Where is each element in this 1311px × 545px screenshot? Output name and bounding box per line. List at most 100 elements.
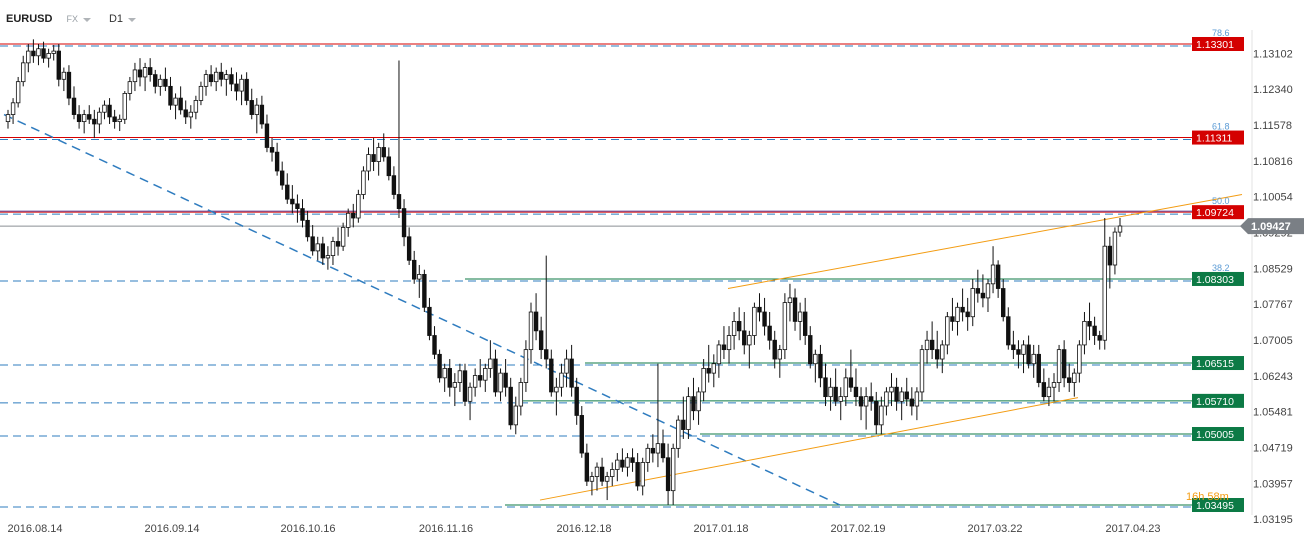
candle-body bbox=[787, 297, 793, 304]
market-label[interactable]: FX bbox=[66, 14, 78, 24]
candle-body bbox=[483, 368, 488, 381]
candle-body bbox=[351, 212, 356, 219]
candle-body bbox=[36, 48, 41, 57]
candle-body bbox=[1082, 321, 1087, 346]
level-price-label: 1.06515 bbox=[1196, 358, 1234, 370]
price-tick-label: 1.03957 bbox=[1253, 478, 1293, 490]
price-tick-label: 1.04719 bbox=[1253, 442, 1293, 454]
candle-body bbox=[990, 264, 996, 285]
candle-body bbox=[894, 386, 899, 402]
candle-body bbox=[508, 386, 513, 426]
candle-body bbox=[15, 81, 21, 104]
candle-body bbox=[21, 62, 26, 83]
date-tick-label: 2016.11.16 bbox=[419, 523, 473, 535]
candle-body bbox=[523, 349, 529, 383]
candle-body bbox=[594, 466, 600, 477]
candle-body bbox=[295, 203, 300, 209]
candle-body bbox=[625, 457, 630, 468]
candle-body bbox=[285, 184, 290, 200]
candle-body bbox=[757, 306, 762, 313]
candle-body bbox=[696, 391, 701, 412]
candle-body bbox=[163, 78, 168, 87]
candle-body bbox=[366, 154, 371, 172]
candle-body bbox=[554, 386, 559, 393]
candle-body bbox=[919, 349, 925, 393]
fib-percent-label: 38.2 bbox=[1212, 263, 1230, 273]
candle-body bbox=[76, 114, 82, 123]
fib-percent-label: 61.8 bbox=[1212, 122, 1230, 132]
candle-body bbox=[274, 151, 280, 172]
candle-body bbox=[51, 50, 56, 54]
candle-body bbox=[422, 274, 427, 308]
timeframe-label[interactable]: D1 bbox=[108, 13, 124, 25]
level-price-badge bbox=[1192, 205, 1244, 220]
candle-body bbox=[346, 212, 351, 228]
candle-body bbox=[858, 396, 864, 407]
candle-body bbox=[559, 372, 564, 388]
candle-body bbox=[478, 375, 483, 381]
level-price-badge bbox=[1192, 130, 1244, 145]
candle-body bbox=[731, 321, 737, 336]
candle-body bbox=[955, 306, 960, 322]
date-tick-label: 2016.08.14 bbox=[7, 523, 62, 535]
level-price-label: 1.05710 bbox=[1196, 396, 1234, 408]
candle-body bbox=[513, 405, 518, 426]
candle-body bbox=[467, 386, 473, 402]
date-tick-label: 2017.01.18 bbox=[693, 523, 748, 535]
candle-body bbox=[412, 259, 417, 280]
candle-body bbox=[544, 349, 549, 360]
candle-body bbox=[244, 78, 249, 101]
candle-body bbox=[168, 85, 173, 106]
candle-body bbox=[325, 255, 331, 259]
candle-body bbox=[320, 243, 326, 259]
candle-body bbox=[406, 236, 412, 261]
candle-body bbox=[904, 391, 909, 400]
candle-body bbox=[584, 452, 590, 482]
candle-body bbox=[975, 288, 981, 294]
candle-body bbox=[56, 50, 61, 80]
candle-body bbox=[604, 476, 610, 482]
candle-body bbox=[188, 111, 193, 118]
candle-body bbox=[391, 175, 397, 195]
candle-body bbox=[158, 78, 163, 87]
date-tick-label: 2016.09.14 bbox=[144, 523, 199, 535]
timeframe-dropdown-icon[interactable] bbox=[128, 18, 137, 22]
candle-body bbox=[929, 339, 935, 351]
candle-body bbox=[538, 330, 544, 351]
candle-body bbox=[97, 111, 102, 125]
candle-body bbox=[924, 339, 930, 351]
candle-body bbox=[665, 457, 671, 492]
candle-body bbox=[254, 104, 260, 115]
market-dropdown-icon[interactable] bbox=[82, 18, 91, 22]
candle-body bbox=[447, 368, 452, 388]
candle-body bbox=[1031, 353, 1036, 365]
candle-body bbox=[752, 306, 757, 336]
candle-body bbox=[1046, 386, 1052, 398]
symbol-label[interactable]: EURUSD bbox=[6, 13, 53, 25]
candle-body bbox=[1016, 349, 1021, 355]
candle-body bbox=[691, 396, 696, 412]
candle-body bbox=[183, 109, 188, 118]
level-price-label: 1.11311 bbox=[1196, 133, 1233, 145]
candle-body bbox=[1021, 344, 1026, 355]
candle-countdown: 16h 58m bbox=[1186, 491, 1229, 503]
date-tick-label: 2017.03.22 bbox=[967, 523, 1022, 535]
candle-body bbox=[660, 443, 666, 459]
candle-body bbox=[716, 344, 722, 365]
candle-body bbox=[1041, 382, 1047, 398]
candle-body bbox=[802, 311, 808, 336]
candle-body bbox=[142, 67, 148, 78]
candle-body bbox=[818, 353, 823, 379]
candle-body bbox=[899, 391, 904, 402]
candle-body bbox=[396, 194, 402, 209]
candle-body bbox=[711, 363, 716, 374]
candle-body bbox=[767, 325, 772, 341]
price-tick-label: 1.10816 bbox=[1253, 156, 1293, 168]
price-tick-label: 1.13102 bbox=[1253, 48, 1293, 60]
price-tick-label: 1.05481 bbox=[1253, 407, 1293, 419]
level-price-badge bbox=[1192, 393, 1244, 408]
candle-body bbox=[127, 81, 133, 94]
candle-body bbox=[909, 398, 915, 407]
